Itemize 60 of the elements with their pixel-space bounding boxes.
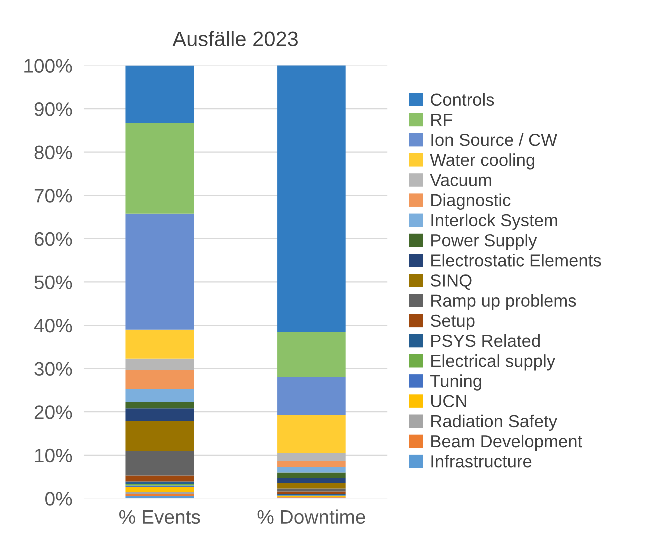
y-tick-label: 20%: [34, 406, 72, 420]
y-tick-label: 40%: [34, 318, 72, 333]
y-tick-label: 50%: [34, 276, 72, 290]
chart-title: Ausfälle 2023: [172, 31, 298, 47]
x-tick-label: % Downtime: [258, 510, 366, 524]
bar: [126, 66, 194, 124]
bar: [126, 330, 194, 359]
y-tick-label: 60%: [34, 232, 72, 246]
legend-label: Electrical supply: [432, 354, 556, 371]
bar: [126, 494, 194, 497]
bar: [278, 478, 346, 484]
bar: [126, 214, 194, 330]
bar: [126, 358, 194, 370]
y-tick-label: 0%: [46, 492, 72, 506]
bar: [126, 389, 194, 402]
bar: [278, 453, 346, 462]
legend-label: Diagnostic: [432, 194, 511, 210]
legend-label: Beam Development: [432, 434, 582, 452]
bar: [126, 408, 194, 422]
bar: [126, 476, 194, 482]
bar: [278, 492, 346, 494]
legend-label: UCN: [431, 395, 466, 408]
bar: [126, 123, 194, 214]
y-tick-label: 10%: [35, 448, 72, 463]
x-tick-label: % Events: [120, 510, 200, 524]
legend-label: Water cooling: [430, 154, 535, 170]
bar: [278, 66, 346, 332]
bar: [126, 370, 194, 390]
legend-label: Controls: [431, 93, 494, 106]
y-tick-label: 80%: [34, 146, 72, 160]
legend-label: RF: [432, 114, 453, 126]
y-tick-label: 30%: [34, 362, 72, 376]
bar: [126, 486, 194, 492]
bar: [278, 415, 346, 454]
bar: [126, 451, 194, 476]
y-tick-label: 100%: [24, 59, 72, 73]
bar: [278, 461, 346, 468]
legend-label: Electrostatic Elements: [432, 254, 602, 267]
bar: [278, 377, 346, 416]
legend-label: PSYS Related: [432, 334, 540, 348]
bar: [278, 467, 346, 473]
bar: [278, 488, 346, 492]
y-tick-label: 70%: [34, 189, 72, 203]
legend-label: Setup: [430, 314, 475, 331]
legend-label: SINQ: [430, 274, 472, 290]
y-tick-label: 90%: [34, 102, 72, 116]
bar: [278, 472, 346, 478]
legend-label: Ramp up problems: [432, 294, 576, 310]
legend-label: Tuning: [430, 374, 482, 391]
legend-label: Vacuum: [430, 174, 492, 186]
legend-label: Interlock System: [432, 214, 558, 230]
legend-label: Ion Source / CW: [432, 134, 558, 146]
bar: [126, 482, 194, 484]
bar: [278, 332, 346, 378]
bar: [126, 402, 194, 409]
legend-label: Infrastructure: [432, 455, 532, 468]
legend-label: Radiation Safety: [432, 414, 558, 432]
legend-label: Power Supply: [432, 234, 538, 250]
bar: [126, 421, 194, 452]
bar: [278, 484, 346, 489]
